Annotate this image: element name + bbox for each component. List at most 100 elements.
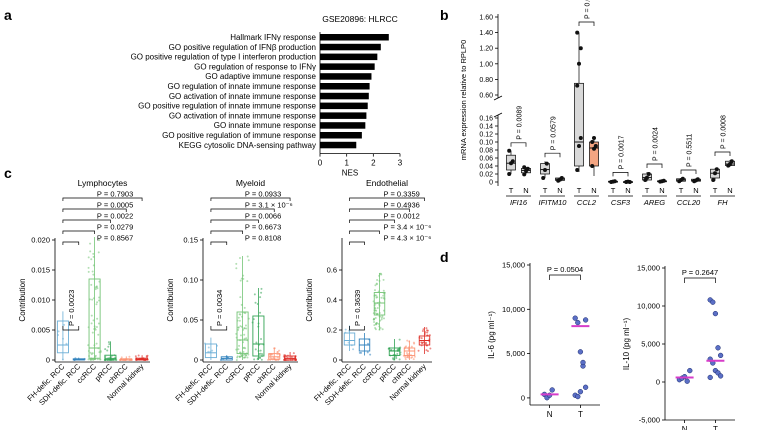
y-tick-label: 15,000 (637, 264, 660, 273)
y-tick-label: -5,000 (639, 416, 660, 425)
bar (320, 63, 375, 70)
data-point (243, 333, 246, 336)
data-point (374, 312, 377, 315)
data-point (87, 256, 90, 259)
y-tick-label: 1.20 (479, 46, 493, 53)
subpanel-title: Lymphocytes (78, 178, 128, 188)
gene-name: IFI16 (510, 198, 528, 207)
data-point (207, 346, 210, 349)
box (236, 311, 249, 355)
axis-break (493, 95, 503, 101)
data-point (57, 330, 60, 333)
data-point (544, 161, 549, 166)
p-value: P = 0.0005 (97, 201, 133, 210)
y-tick-label: 5,000 (641, 340, 660, 349)
data-point (380, 318, 383, 321)
data-point (413, 342, 416, 345)
p-value-inner: P = 0.3639 (353, 290, 362, 326)
significance-bracket (62, 197, 143, 201)
data-point (380, 296, 383, 299)
category-label: GO adaptive immune response (205, 72, 316, 81)
data-point (406, 353, 409, 356)
data-point (89, 250, 92, 253)
y-tick-label: 0.005 (31, 326, 50, 335)
significance-bracket (210, 197, 291, 201)
data-point (352, 348, 355, 351)
significance-bracket (62, 230, 95, 234)
data-point (375, 296, 378, 299)
significance-bracket (684, 277, 716, 283)
data-point (95, 285, 98, 288)
data-point (98, 299, 101, 302)
y-tick-label: 0.08 (479, 148, 493, 155)
group-label: T (713, 186, 718, 195)
data-point (575, 83, 580, 88)
data-point (292, 352, 295, 355)
p-value: P = 3.4 × 10⁻⁶ (384, 223, 432, 232)
data-point (278, 349, 281, 352)
bar (320, 53, 378, 61)
y-tick-label: 0 (521, 393, 525, 402)
bar (320, 141, 357, 149)
significance-bracket (646, 163, 663, 168)
data-point (243, 306, 246, 309)
x-tick-label: 2 (371, 159, 376, 168)
data-point (426, 329, 429, 332)
data-point (710, 299, 716, 305)
data-point (87, 266, 90, 269)
data-point (374, 309, 377, 312)
x-tick-label: N (547, 410, 553, 419)
significance-bracket (62, 326, 80, 331)
data-point (405, 352, 408, 355)
data-point (63, 323, 66, 326)
significance-bracket (62, 241, 80, 245)
data-point (247, 353, 250, 356)
y-tick-label: 0.015 (31, 266, 50, 275)
category-label: GO innate immune response (214, 121, 317, 130)
data-point (717, 352, 724, 359)
data-point (94, 288, 97, 291)
data-point (244, 356, 247, 359)
y-tick-label: 1.40 (479, 30, 493, 37)
box (343, 332, 356, 346)
box (252, 315, 265, 357)
data-point (707, 374, 713, 381)
panel-d-chart: 0 5,000 10,000 15,000 IL-6 (pg ml⁻¹) N T P = 0.… (487, 261, 735, 430)
data-point (525, 166, 530, 171)
data-point (426, 331, 429, 334)
box (574, 82, 584, 167)
significance-bracket (349, 326, 365, 331)
data-point (137, 354, 140, 357)
data-point (592, 136, 596, 140)
data-point (128, 355, 131, 358)
y-tick-label: 0.10 (479, 140, 493, 147)
category-label: GO positive regulation of type I interfe… (131, 53, 316, 62)
data-point (211, 349, 214, 352)
p-value: P = 0.3359 (384, 190, 420, 199)
data-point (549, 387, 555, 393)
data-point (404, 356, 407, 359)
data-point (507, 172, 512, 176)
data-point (239, 296, 242, 299)
box (56, 320, 69, 354)
data-point (374, 327, 377, 330)
data-point (98, 239, 101, 242)
data-point (104, 348, 107, 351)
group-label: N (557, 186, 562, 195)
data-point (244, 324, 247, 327)
p-value: P = 0.0579 (551, 116, 558, 150)
y-tick-label: 1.00 (479, 61, 493, 68)
bar (320, 112, 367, 119)
data-point (235, 358, 238, 361)
y-tick-label: 0.4 (327, 296, 337, 305)
data-point (239, 279, 242, 282)
data-point (237, 316, 240, 319)
data-point (711, 178, 716, 182)
y-tick-label: 0.15 (183, 236, 198, 245)
data-point (207, 350, 210, 353)
data-point (261, 353, 264, 356)
p-value: P = 3.1 × 10⁻⁶ (245, 201, 293, 210)
data-point (413, 355, 416, 358)
data-point (98, 296, 101, 299)
